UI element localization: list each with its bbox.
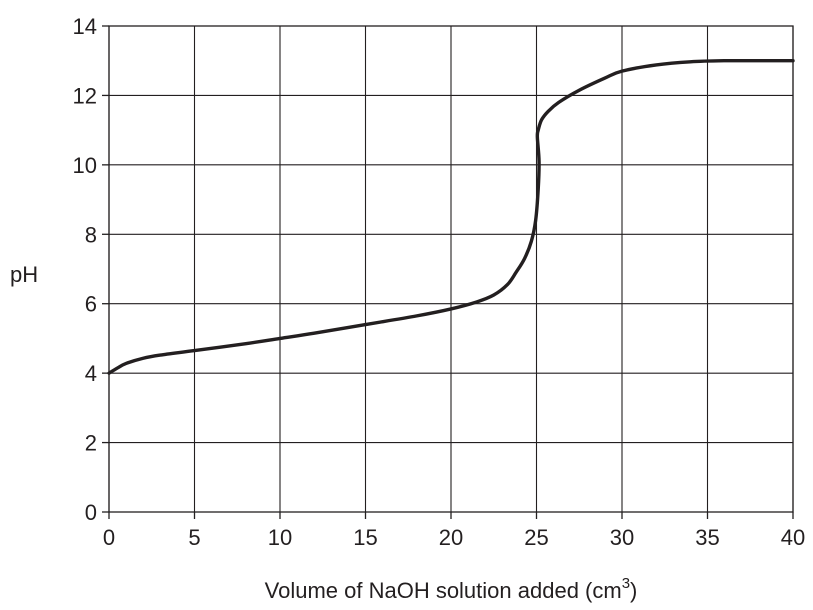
y-tick-label-0: 0	[85, 500, 97, 525]
x-tick-label-15: 15	[353, 525, 377, 550]
x-axis-label-main: Volume of NaOH solution added (cm	[265, 578, 622, 603]
x-tick-label-0: 0	[103, 525, 115, 550]
y-tick-label-8: 8	[85, 222, 97, 247]
y-axis-label: pH	[10, 262, 38, 287]
y-tick-label-2: 2	[85, 431, 97, 456]
x-tick-label-20: 20	[439, 525, 463, 550]
y-tick-label-12: 12	[73, 83, 97, 108]
y-axis-ticks: 0 2 4 6 8 10 12 14	[73, 14, 109, 525]
y-tick-label-6: 6	[85, 292, 97, 317]
x-tick-label-40: 40	[781, 525, 805, 550]
x-axis-label: Volume of NaOH solution added (cm3)	[265, 575, 638, 603]
x-tick-label-30: 30	[610, 525, 634, 550]
grid	[108, 25, 794, 513]
x-axis-ticks: 0 5 10 15 20 25 30 35 40	[103, 512, 805, 550]
y-tick-label-4: 4	[85, 361, 97, 386]
x-axis-label-suffix: )	[630, 578, 637, 603]
y-tick-label-14: 14	[73, 14, 97, 39]
x-axis-label-superscript: 3	[622, 575, 630, 592]
series-line-ph	[107, 58, 795, 375]
y-tick-label-10: 10	[73, 153, 97, 178]
x-tick-label-35: 35	[695, 525, 719, 550]
x-tick-label-5: 5	[188, 525, 200, 550]
x-tick-label-25: 25	[524, 525, 548, 550]
x-tick-label-10: 10	[268, 525, 292, 550]
